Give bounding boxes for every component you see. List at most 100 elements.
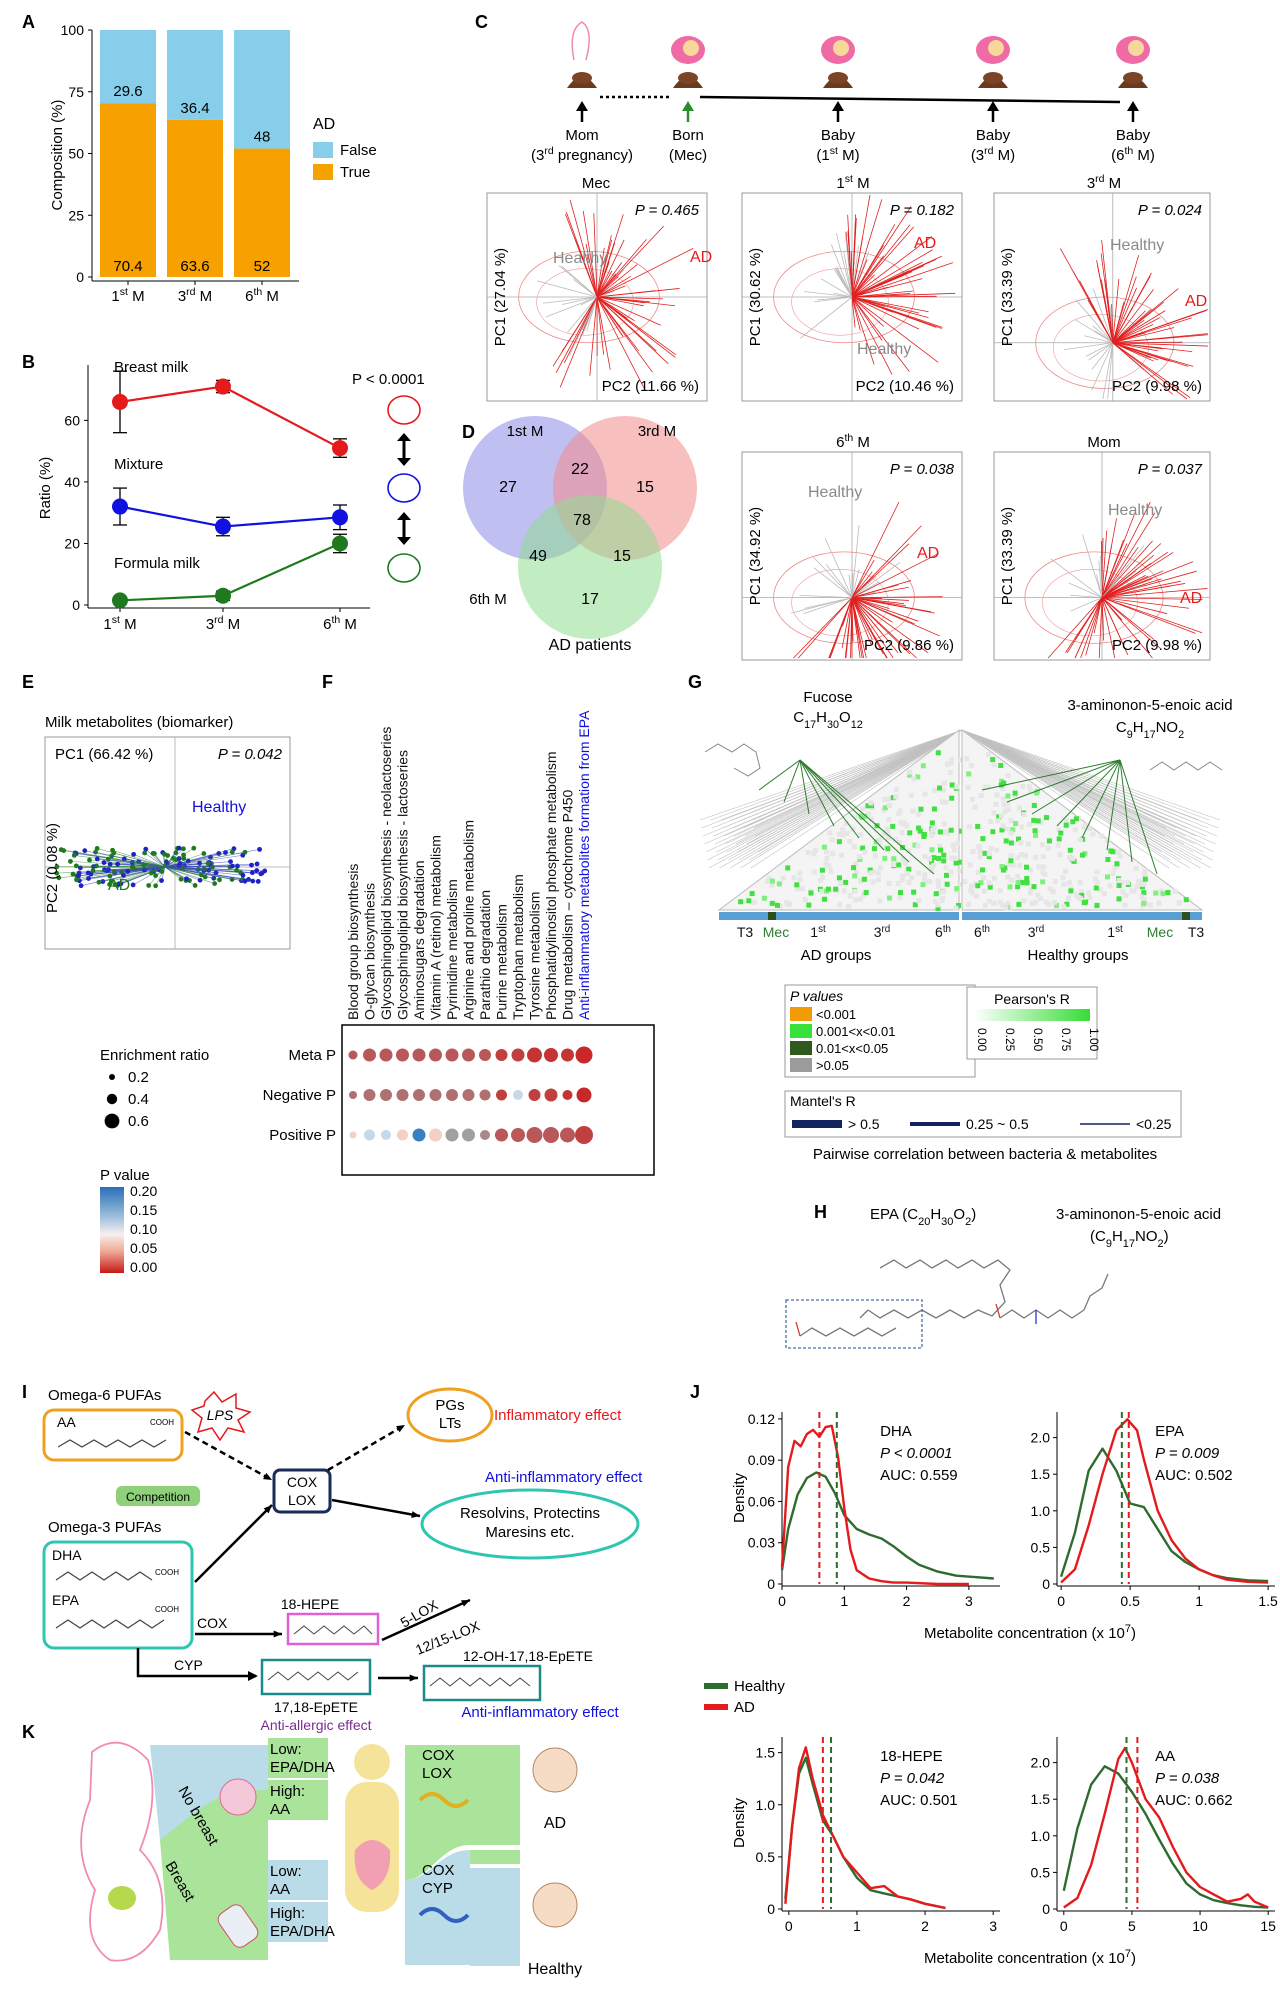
loading-vector [851,236,933,298]
competition-label: Competition [126,1490,190,1504]
p-legend-label: >0.05 [816,1058,849,1073]
heatmap-cell [817,878,823,884]
heatmap-cell [954,784,960,790]
pca-healthy-label: Healthy [857,341,911,358]
heatmap-cell [1031,817,1037,823]
sample-point [73,863,79,869]
enrichment-dot [495,1049,508,1061]
heatmap-cell [907,769,913,775]
mantel-legend-label: <0.25 [1136,1116,1172,1132]
heatmap-cell [999,902,1005,908]
panel-label-g: G [688,672,702,692]
heatmap-cell [957,881,963,887]
heatmap-cell [981,888,987,894]
loading-vector [117,863,166,868]
panel-j: J 0 0.03 0.06 0.09 0.12 0 1 2 3 DHA P < 0.0001 AUC:… [690,1382,1278,1967]
heatmap-cell [1031,884,1037,890]
heatmap-cell [853,861,859,867]
pca-p-value: P = 0.037 [1138,461,1203,478]
venn-value-3rd-only: 15 [636,479,654,496]
enrichment-dot [462,1089,475,1101]
heatmap-axis-label: 6th [935,924,951,941]
heatmap-cell [898,819,904,825]
y-tick-label: 0 [1042,1576,1050,1592]
sample-point [262,868,268,874]
heatmap-cell [901,821,907,827]
heatmap-cell [806,902,812,908]
fucose-structure [704,743,761,777]
sample-point [212,881,218,886]
density-healthy [780,1471,994,1580]
heatmap-cell [1023,864,1029,870]
loading-vector [1096,260,1114,343]
loading-vector [813,567,853,598]
epete-box [260,1658,372,1696]
loading-vector [596,214,624,298]
heatmap-cell [858,813,864,819]
data-label-true: 70.4 [113,258,142,275]
heatmap-cell [998,762,1004,768]
heatmap-cell [860,845,866,851]
heatmap-cell [998,899,1004,905]
arrow-head [396,1425,405,1433]
mantel-line-gray [961,729,1185,845]
sample-point [228,859,233,864]
heatmap-cell [1134,884,1140,890]
heatmap-cell [929,847,935,853]
stage-sublabel: (3rd pregnancy) [531,145,633,164]
enrichment-dot [396,1048,409,1062]
pca-healthy-label: Healthy [1108,502,1162,519]
heatmap-cell [1112,865,1118,871]
y-tick-label: 1.0 [756,1797,776,1813]
heatmap-cell [885,831,891,837]
panel-k: K No breastBreastLow:EPA/DHAHigh:AALow:A… [22,1722,582,1978]
mantel-line-green [1119,759,1133,863]
aa-label: AA [57,1414,76,1430]
lps-label: LPS [207,1407,234,1423]
x-tick-label: 1st M [103,614,136,633]
poop-icon-top [678,72,698,84]
loading-vector [582,210,598,298]
loading-vector [1101,551,1168,598]
heatmap-cell [909,875,915,881]
enrichment-dot [379,1048,393,1062]
heatmap-cell [774,902,780,908]
enrichment-legend-title: Enrichment ratio [100,1047,209,1064]
heatmap-cell [1060,874,1066,880]
heatmap-cell [1032,899,1038,905]
heatmap-cell [1108,848,1114,854]
lox-label: LOX [288,1492,317,1508]
epa-label: EPA [52,1592,80,1608]
loading-vector [851,226,915,298]
heatmap-cell [1038,819,1044,825]
p-legend-title: P values [790,988,843,1004]
loading-vector [552,296,598,367]
hepe-structure [293,1625,373,1635]
heatmap-cell [1117,853,1123,859]
heatmap-cell [980,836,986,842]
enrichment-dot [526,1127,543,1143]
x-tick-label: 5 [1128,1918,1136,1934]
outcome-healthy-label: Healthy [528,1961,582,1978]
heatmap-cell [1070,819,1076,825]
sample-point [229,863,235,869]
heatmap-cell [886,880,892,886]
heatmap-cell [1073,816,1079,822]
pathway-label: Tryptophan metabolism [510,874,526,1020]
heatmap-cell [1021,811,1027,817]
heatmap-cell [791,875,797,881]
density-ad [784,1746,946,1910]
enrichment-legend-label: 0.4 [128,1091,149,1108]
y-tick-label: 2.0 [1031,1755,1051,1771]
heatmap-cell [1115,849,1121,855]
heatmap-cell [1123,893,1129,899]
cox-label: COX [422,1747,455,1764]
pgs-ellipse [406,1387,494,1443]
heatmap-cell [891,856,897,862]
enrichment-dot [349,1091,357,1099]
heatmap-cell [1054,902,1060,908]
density-ad [780,1424,969,1586]
heatmap-cell [936,785,942,791]
enrichment-dot [429,1089,442,1101]
x-tick-label: 0 [1057,1593,1065,1609]
